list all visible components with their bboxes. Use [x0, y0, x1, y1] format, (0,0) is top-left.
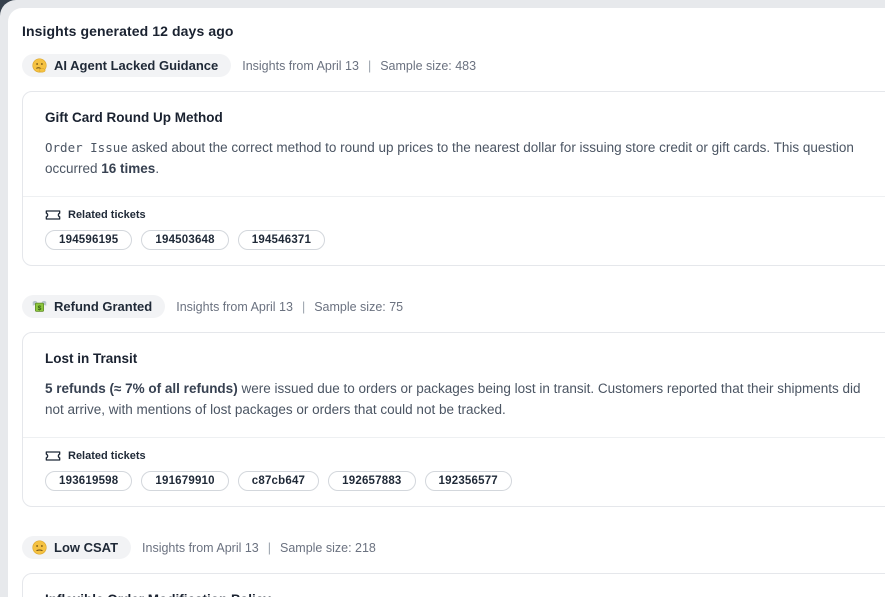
- svg-text:$: $: [38, 305, 42, 312]
- section-header: Low CSAT Insights from April 13 | Sample…: [22, 536, 885, 559]
- topic-badge-label: Low CSAT: [54, 540, 119, 555]
- insight-card-main: Inflexible Order Modification Policy The…: [23, 574, 885, 597]
- sample-size: Sample size: 483: [380, 58, 477, 73]
- insight-card-main: Lost in Transit 5 refunds (≈ 7% of all r…: [23, 333, 885, 437]
- insights-date: Insights from April 13: [242, 58, 359, 73]
- insight-section: Low CSAT Insights from April 13 | Sample…: [22, 536, 885, 597]
- ticket-pill-list: 193619598 191679910 c87cb647 192657883 19235…: [45, 471, 885, 491]
- ticket-pill[interactable]: 191679910: [141, 471, 229, 491]
- ticket-pill[interactable]: 194503648: [141, 230, 229, 250]
- related-tickets-header: Related tickets: [45, 209, 885, 221]
- ticket-icon: [45, 209, 61, 221]
- related-tickets-section: Related tickets 193619598 191679910 c87cb6…: [23, 437, 885, 506]
- insight-card: Gift Card Round Up Method Order Issue as…: [22, 91, 885, 266]
- description-text-run: .: [155, 161, 160, 176]
- meta-separator: |: [301, 299, 306, 314]
- insight-sections: AI Agent Lacked Guidance Insights from A…: [22, 54, 885, 597]
- related-tickets-label: Related tickets: [68, 450, 146, 462]
- ticket-pill[interactable]: c87cb647: [237, 471, 320, 491]
- description-text-run: asked about the correct method to round …: [45, 140, 854, 176]
- insight-title: Inflexible Order Modification Policy: [45, 592, 885, 597]
- related-tickets-header: Related tickets: [45, 450, 885, 462]
- section-meta: Insights from April 13 | Sample size: 48…: [242, 59, 476, 73]
- description-text-run: 16 times: [101, 161, 156, 176]
- ticket-icon: [45, 450, 61, 462]
- topic-badge[interactable]: $ Refund Granted: [22, 295, 166, 318]
- insight-card: Inflexible Order Modification Policy The…: [22, 573, 885, 597]
- meta-separator: |: [267, 540, 271, 555]
- money-with-wings-emoji: $: [32, 300, 47, 312]
- insight-description: Order Issue asked about the correct meth…: [45, 137, 881, 179]
- ticket-pill[interactable]: 193619598: [45, 471, 133, 491]
- insights-content: Insights generated 12 days ago AI Agent …: [8, 8, 885, 597]
- insight-section: $ Refund Granted Insights from April 13 …: [22, 295, 885, 507]
- ticket-pill[interactable]: 194546371: [237, 230, 326, 250]
- confused-face-emoji: [32, 540, 47, 555]
- description-text-run: were issued due to orders or packages be…: [45, 381, 861, 417]
- insight-card-main: Gift Card Round Up Method Order Issue as…: [23, 92, 885, 196]
- section-header: AI Agent Lacked Guidance Insights from A…: [22, 54, 885, 77]
- insight-description: 5 refunds (≈ 7% of all refunds) were iss…: [45, 378, 881, 420]
- page-title: Insights generated 12 days ago: [22, 23, 234, 39]
- section-header: $ Refund Granted Insights from April 13 …: [22, 295, 885, 318]
- insights-date: Insights from April 13: [176, 299, 293, 314]
- insight-title: Lost in Transit: [45, 351, 138, 366]
- ticket-pill[interactable]: 192657883: [328, 471, 416, 491]
- insight-card: Lost in Transit 5 refunds (≈ 7% of all r…: [22, 332, 885, 507]
- related-tickets-label: Related tickets: [68, 209, 146, 221]
- insights-panel: Insights generated 12 days ago AI Agent …: [8, 8, 885, 597]
- sample-size: Sample size: 218: [280, 540, 376, 555]
- ticket-pill[interactable]: 194596195: [45, 230, 133, 250]
- thinking-face-emoji: [32, 58, 47, 73]
- sample-size: Sample size: 75: [314, 299, 404, 314]
- topic-badge[interactable]: AI Agent Lacked Guidance: [22, 54, 232, 77]
- meta-separator: |: [367, 58, 372, 73]
- related-tickets-section: Related tickets 194596195 194503648 194546…: [23, 196, 885, 265]
- ticket-pill[interactable]: 192356577: [424, 471, 512, 491]
- description-text-run: 5 refunds (≈ 7% of all refunds): [45, 381, 238, 396]
- section-meta: Insights from April 13 | Sample size: 75: [176, 300, 403, 314]
- insights-date: Insights from April 13: [142, 540, 259, 555]
- ticket-pill-list: 194596195 194503648 194546371: [45, 230, 885, 250]
- section-meta: Insights from April 13 | Sample size: 21…: [142, 541, 376, 555]
- topic-badge-label: AI Agent Lacked Guidance: [54, 58, 219, 73]
- insight-title: Gift Card Round Up Method: [45, 110, 223, 125]
- topic-badge[interactable]: Low CSAT: [22, 536, 132, 559]
- topic-badge-label: Refund Granted: [54, 299, 153, 314]
- insight-section: AI Agent Lacked Guidance Insights from A…: [22, 54, 885, 266]
- description-text-run: Order Issue: [45, 140, 128, 155]
